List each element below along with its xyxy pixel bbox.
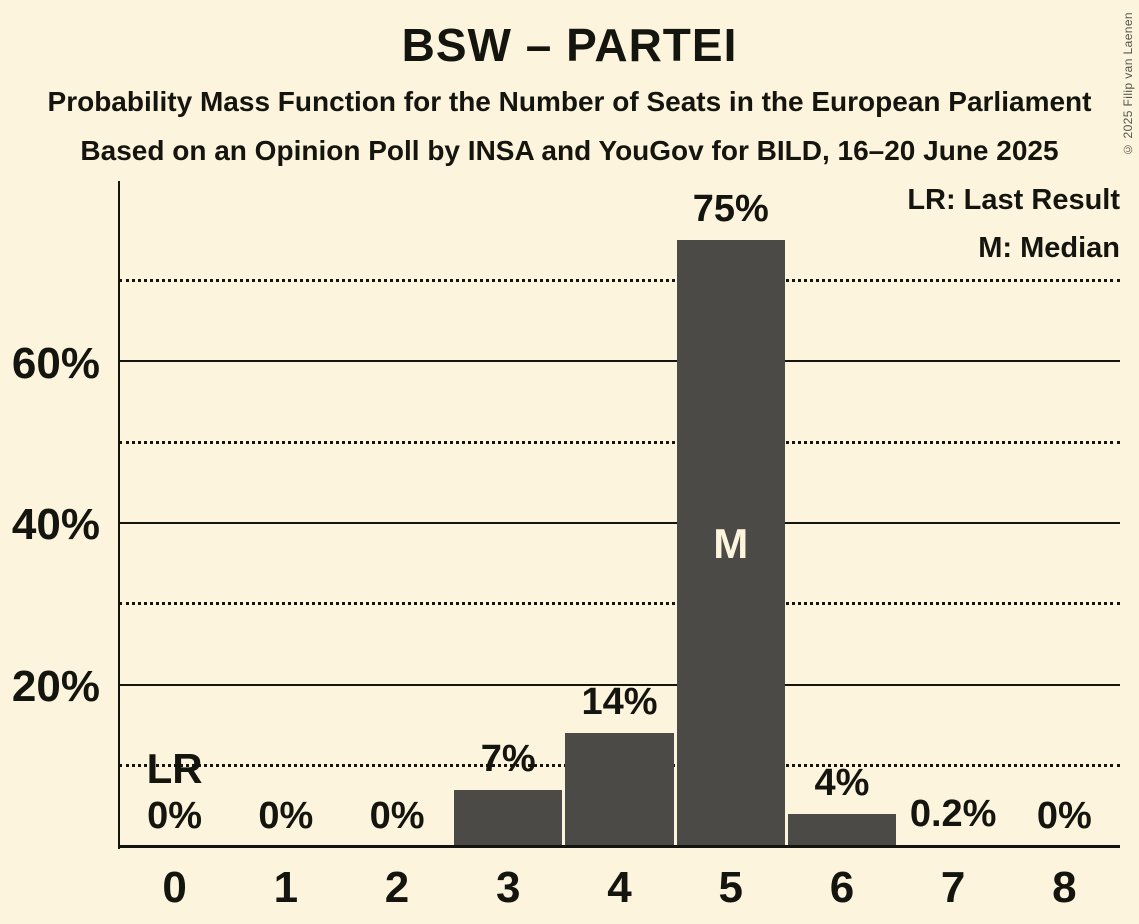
bar-seats-4 bbox=[565, 733, 674, 847]
gridline-dotted-70pct bbox=[119, 278, 1120, 282]
gridline-solid-60pct bbox=[119, 360, 1120, 363]
gridline-solid-40pct bbox=[119, 521, 1120, 524]
x-tick-label: 7 bbox=[940, 863, 966, 912]
bar-value-label: 75% bbox=[692, 187, 769, 230]
chart-subtitle: Probability Mass Function for the Number… bbox=[47, 86, 1092, 117]
legend-median: M: Median bbox=[978, 232, 1120, 264]
bar-value-label: 0.2% bbox=[909, 792, 997, 835]
bar-value-label: 14% bbox=[581, 681, 658, 724]
legend-last-result: LR: Last Result bbox=[907, 184, 1120, 216]
x-tick-label: 1 bbox=[273, 863, 299, 912]
gridline-dotted-50pct bbox=[119, 440, 1120, 444]
bar-value-label: 7% bbox=[480, 737, 536, 780]
bar-value-label: 4% bbox=[814, 762, 870, 805]
last-result-marker: LR bbox=[146, 745, 203, 792]
y-tick-label: 20% bbox=[11, 662, 100, 712]
gridline-dotted-30pct bbox=[119, 602, 1120, 606]
y-tick-label: 60% bbox=[11, 338, 100, 388]
bar-value-label: 0% bbox=[147, 794, 203, 837]
bar-value-label: 0% bbox=[258, 794, 314, 837]
gridline-solid-20pct bbox=[119, 683, 1120, 686]
bar-seats-3 bbox=[454, 789, 563, 847]
y-tick-label: 40% bbox=[11, 500, 100, 550]
x-tick-label: 5 bbox=[718, 863, 743, 912]
chart-subtitle-source: Based on an Opinion Poll by INSA and You… bbox=[80, 135, 1059, 166]
bar-value-label: 0% bbox=[369, 794, 425, 837]
x-axis-line bbox=[117, 845, 1120, 848]
bar-value-label: 0% bbox=[1036, 794, 1092, 837]
x-tick-label: 3 bbox=[496, 863, 521, 912]
chart-title: BSW – PARTEI bbox=[401, 19, 738, 71]
bar-seats-6 bbox=[787, 814, 896, 847]
x-tick-label: 0 bbox=[162, 863, 187, 912]
median-marker: M bbox=[713, 520, 749, 568]
x-tick-label: 8 bbox=[1052, 863, 1077, 912]
x-tick-label: 2 bbox=[384, 863, 410, 912]
x-tick-label: 4 bbox=[607, 863, 632, 912]
x-tick-label: 6 bbox=[829, 863, 855, 912]
bar-seats-5 bbox=[676, 239, 785, 847]
y-axis-line bbox=[117, 181, 120, 849]
